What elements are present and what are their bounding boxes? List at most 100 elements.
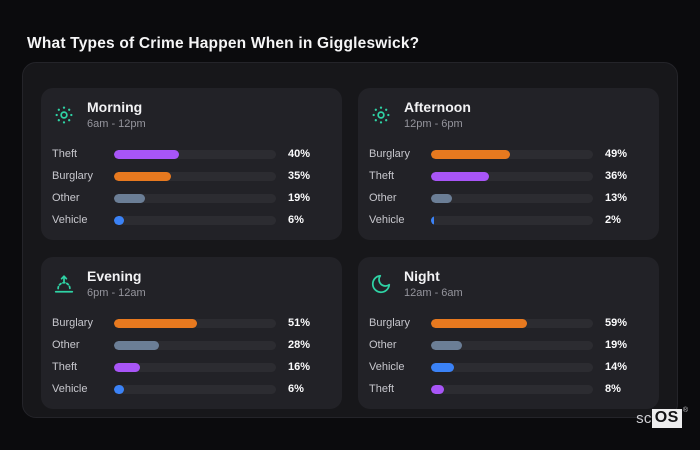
bar-track [114,193,276,203]
bar-row: Other 19% [369,338,641,352]
bar-fill [114,171,171,181]
bar-value: 35% [288,170,311,182]
bar-track [114,149,276,159]
bar-rows: Burglary 59% Other 19% Vehicle 14% Theft… [369,316,641,396]
brand-logo: sc OS ® [636,407,688,428]
bar-track [114,318,276,328]
bar-value: 19% [288,192,311,204]
bar-value: 28% [288,339,311,351]
panel-title: Night [404,268,440,284]
panel-header: Evening 6pm - 12am [52,269,324,299]
bar-row: Burglary 59% [369,316,641,330]
bar-fill [431,215,435,225]
bar-label: Vehicle [52,383,88,395]
page-title: What Types of Crime Happen When in Giggl… [27,35,420,53]
bar-track [431,362,593,372]
bar-row: Burglary 49% [369,147,641,161]
bar-row: Vehicle 6% [52,382,324,396]
bar-label: Burglary [369,317,410,329]
bar-fill [431,171,490,181]
crime-panel: Night 12am - 6am Burglary 59% Other 19% … [358,257,659,409]
bar-track [114,362,276,372]
panel-subtitle: 12pm - 6pm [404,118,463,130]
panel-heading-text: Afternoon 12pm - 6pm [404,99,471,131]
bar-label: Other [52,192,80,204]
bar-track [431,318,593,328]
bar-fill [431,384,444,394]
bar-value: 59% [605,317,628,329]
bar-label: Vehicle [369,361,405,373]
panel-header: Night 12am - 6am [369,269,641,299]
panel-heading-text: Morning 6am - 12pm [87,99,146,131]
bar-row: Theft 8% [369,382,641,396]
bar-track [114,171,276,181]
bar-rows: Theft 40% Burglary 35% Other 19% Vehicle… [52,147,324,227]
bar-track [431,149,593,159]
crime-panel: Morning 6am - 12pm Theft 40% Burglary 35… [41,88,342,240]
bar-fill [431,362,454,372]
bar-fill [114,362,140,372]
bar-row: Other 28% [52,338,324,352]
bar-fill [114,193,145,203]
brand-badge: OS [651,409,682,428]
panel-title: Morning [87,99,143,115]
bar-row: Other 19% [52,191,324,205]
bar-fill [114,149,179,159]
bar-track [114,215,276,225]
bar-row: Theft 40% [52,147,324,161]
bar-label: Theft [369,170,395,182]
registered-mark: ® [682,407,688,414]
panel-heading-text: Night 12am - 6am [404,268,463,300]
panel-title: Evening [87,268,142,284]
bar-fill [114,384,124,394]
bar-row: Vehicle 2% [369,213,641,227]
bar-label: Vehicle [369,214,405,226]
sunset-icon [52,272,76,296]
bar-fill [114,340,160,350]
bar-fill [431,318,527,328]
brand-prefix: sc [636,410,652,427]
bar-value: 40% [288,148,311,160]
crime-panel: Evening 6pm - 12am Burglary 51% Other 28… [41,257,342,409]
bar-row: Theft 36% [369,169,641,183]
bar-track [114,384,276,394]
bar-row: Burglary 51% [52,316,324,330]
bar-label: Other [52,339,80,351]
bar-value: 16% [288,361,311,373]
bar-row: Vehicle 6% [52,213,324,227]
bar-fill [114,318,197,328]
panel-header: Morning 6am - 12pm [52,100,324,130]
bar-fill [114,215,124,225]
bar-label: Theft [52,148,78,160]
sun-icon [369,103,393,127]
bar-value: 36% [605,170,628,182]
bar-label: Theft [52,361,78,373]
bar-track [431,193,593,203]
bar-value: 6% [288,214,304,226]
panel-subtitle: 12am - 6am [404,287,463,299]
bar-label: Theft [369,383,395,395]
bar-track [431,171,593,181]
bar-row: Burglary 35% [52,169,324,183]
bar-track [431,384,593,394]
bar-value: 13% [605,192,628,204]
bar-track [431,340,593,350]
sun-icon [52,103,76,127]
bar-fill [431,340,462,350]
panel-header: Afternoon 12pm - 6pm [369,100,641,130]
bar-row: Theft 16% [52,360,324,374]
bar-value: 2% [605,214,621,226]
panel-heading-text: Evening 6pm - 12am [87,268,146,300]
dashboard-panel: Morning 6am - 12pm Theft 40% Burglary 35… [22,62,678,418]
bar-value: 51% [288,317,311,329]
bar-label: Burglary [52,170,93,182]
bar-fill [431,193,453,203]
panel-subtitle: 6am - 12pm [87,118,146,130]
bar-fill [431,149,511,159]
bar-value: 19% [605,339,628,351]
bar-rows: Burglary 49% Theft 36% Other 13% Vehicle… [369,147,641,227]
moon-icon [369,272,393,296]
bar-row: Other 13% [369,191,641,205]
panel-title: Afternoon [404,99,471,115]
bar-track [114,340,276,350]
